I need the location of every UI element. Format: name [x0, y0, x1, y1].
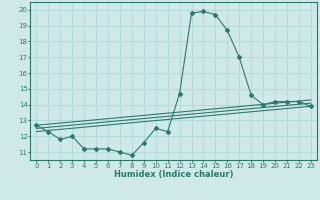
- X-axis label: Humidex (Indice chaleur): Humidex (Indice chaleur): [114, 170, 233, 179]
